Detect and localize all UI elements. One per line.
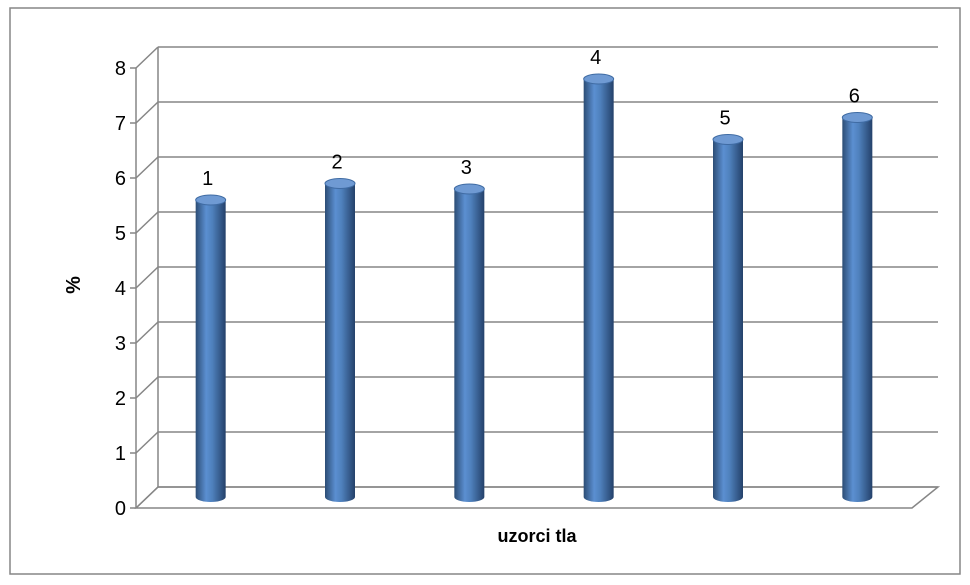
gridline-side (135, 101, 159, 124)
y-tick-label: 6 (115, 168, 126, 190)
y-tick-label: 8 (115, 58, 126, 80)
x-axis-title: uzorci tla (497, 526, 577, 546)
bar-top (712, 134, 744, 145)
bar-top (841, 112, 873, 123)
gridline-side (135, 431, 159, 454)
bar (583, 73, 615, 502)
y-tick-label: 3 (115, 333, 126, 355)
bar (324, 178, 356, 502)
bars (195, 73, 873, 502)
y-tick-label: 0 (115, 498, 126, 520)
data-label: 6 (849, 86, 860, 108)
labels: 0 1 2 3 4 5 6 7 8 1 2 3 4 5 6 (115, 47, 860, 520)
gridline-side (135, 156, 159, 179)
gridline-side (135, 211, 159, 234)
bar (712, 134, 744, 502)
bar-top (583, 73, 615, 85)
data-label: 1 (202, 168, 213, 190)
data-label: 4 (590, 47, 601, 69)
y-tick-label: 5 (115, 223, 126, 245)
gridline-side (135, 321, 159, 344)
bar-body (454, 189, 485, 502)
chart-border (9, 7, 961, 575)
bar-top (195, 194, 227, 206)
bar-body (325, 183, 355, 502)
bar-body (583, 79, 614, 502)
bar-top (324, 178, 356, 189)
gridline-side (135, 266, 159, 289)
y-tick-label: 1 (115, 443, 126, 465)
bar (195, 194, 227, 502)
bar (841, 112, 873, 502)
gridline-side (135, 376, 159, 399)
axes (130, 47, 941, 509)
data-label: 2 (331, 152, 342, 174)
bar-top (453, 183, 485, 195)
y-tick-label: 2 (115, 388, 126, 410)
y-tick-label: 7 (115, 113, 126, 135)
floor (134, 486, 941, 509)
bar-body (842, 117, 873, 502)
gridline-side (135, 46, 159, 69)
data-label: 3 (461, 157, 472, 179)
gridlines (135, 46, 938, 509)
bar-body (195, 200, 226, 502)
bar (453, 183, 485, 502)
y-tick-label: 4 (115, 278, 126, 300)
data-label: 5 (719, 108, 730, 130)
y-axis-title: % (63, 276, 85, 294)
bar-body (713, 139, 743, 502)
